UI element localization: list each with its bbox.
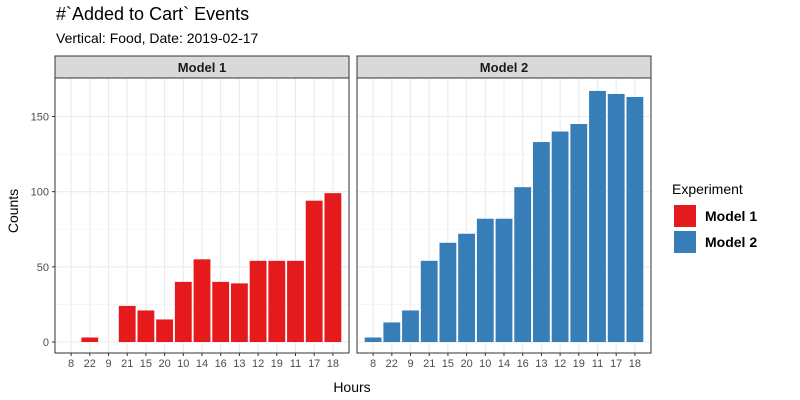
x-tick-label: 10: [177, 358, 189, 370]
x-tick-label: 18: [327, 358, 339, 370]
x-tick-label: 11: [592, 358, 603, 370]
bar-14: [495, 218, 513, 342]
legend-label-1: Model 1: [705, 208, 757, 224]
bar-17: [607, 93, 625, 342]
bar-18: [626, 96, 644, 342]
x-tick-label: 17: [308, 358, 320, 370]
bars: [81, 193, 342, 342]
legend-key-1: [674, 205, 696, 227]
bar-21: [420, 260, 438, 342]
x-tick-label: 18: [629, 358, 641, 370]
legend-key-2: [674, 231, 696, 253]
x-tick-label: 19: [573, 358, 585, 370]
bar-16: [212, 281, 230, 342]
bar-20: [458, 233, 476, 342]
panel-1: Model 1 8 22 9 21 15 20 10 14 16 13 12 19 11 17 18: [54, 55, 350, 370]
x-tick-label: 8: [68, 358, 74, 370]
x-tick-label: 19: [271, 358, 283, 370]
bar-19: [570, 124, 588, 343]
bar-16: [514, 187, 532, 342]
bar-18: [324, 193, 342, 342]
bar-12: [249, 260, 267, 342]
chart-panels: Model 18 22 9 21 15 20 10 14 16 13 12 19 11 17 18Model…: [54, 55, 652, 370]
bar-15: [439, 242, 457, 342]
y-axis: 0 50 100 150: [31, 112, 55, 349]
x-tick-label: 10: [479, 358, 491, 370]
bar-11: [287, 260, 304, 342]
panel-2: Model 2 8 22 9 21 15 20 10 14 16 13 12 19 11 17 18: [356, 55, 652, 370]
bar-8: [364, 337, 382, 342]
panel-strip-label: Model 2: [480, 60, 528, 75]
x-tick-label: 15: [442, 358, 454, 370]
legend-title: Experiment: [672, 181, 743, 197]
bar-14: [193, 259, 211, 342]
bar-19: [268, 260, 286, 342]
bar-13: [230, 283, 248, 342]
bar-22: [383, 322, 401, 342]
y-tick-label: 150: [31, 112, 49, 124]
y-tick-label: 100: [31, 187, 49, 199]
x-tick-label: 9: [105, 358, 111, 370]
bar-12: [551, 131, 569, 342]
y-tick-label: 0: [43, 337, 49, 349]
bars: [364, 90, 644, 343]
x-tick-label: 16: [215, 358, 227, 370]
chart-subtitle: Vertical: Food, Date: 2019-02-17: [56, 30, 259, 46]
x-tick-label: 12: [554, 358, 566, 370]
legend: Experiment Model 1 Model 2: [672, 181, 757, 253]
x-tick-label: 16: [517, 358, 529, 370]
x-tick-label: 13: [233, 358, 245, 370]
x-tick-label: 8: [370, 358, 376, 370]
x-tick-label: 9: [407, 358, 413, 370]
x-tick-label: 20: [158, 358, 170, 370]
x-tick-label: 11: [290, 358, 301, 370]
x-tick-label: 22: [84, 358, 96, 370]
y-tick-label: 50: [37, 262, 49, 274]
legend-label-2: Model 2: [705, 234, 757, 250]
x-tick-label: 15: [140, 358, 152, 370]
bar-17: [305, 200, 323, 342]
x-axis-title: Hours: [333, 379, 370, 395]
x-tick-label: 21: [121, 358, 133, 370]
x-tick-label: 13: [535, 358, 547, 370]
x-tick-label: 17: [610, 358, 622, 370]
panel-strip-label: Model 1: [178, 60, 226, 75]
bar-13: [532, 142, 550, 342]
x-tick-label: 22: [386, 358, 398, 370]
bar-10: [476, 218, 494, 342]
bar-22: [81, 337, 99, 342]
y-axis-title: Counts: [5, 189, 21, 233]
x-tick-label: 20: [460, 358, 472, 370]
bar-10: [174, 281, 192, 342]
x-tick-label: 12: [252, 358, 264, 370]
x-tick-label: 14: [196, 358, 208, 370]
bar-20: [156, 319, 174, 342]
bar-21: [118, 305, 136, 342]
chart-title: #`Added to Cart` Events: [56, 4, 250, 24]
bar-9: [402, 310, 419, 342]
x-axis: 8 22 9 21 15 20 10 14 16 13 12 19 11 17 18: [370, 353, 641, 370]
x-tick-label: 14: [498, 358, 510, 370]
x-axis: 8 22 9 21 15 20 10 14 16 13 12 19 11 17 18: [68, 353, 339, 370]
bar-15: [137, 310, 155, 342]
bar-11: [589, 90, 606, 343]
x-tick-label: 21: [423, 358, 435, 370]
